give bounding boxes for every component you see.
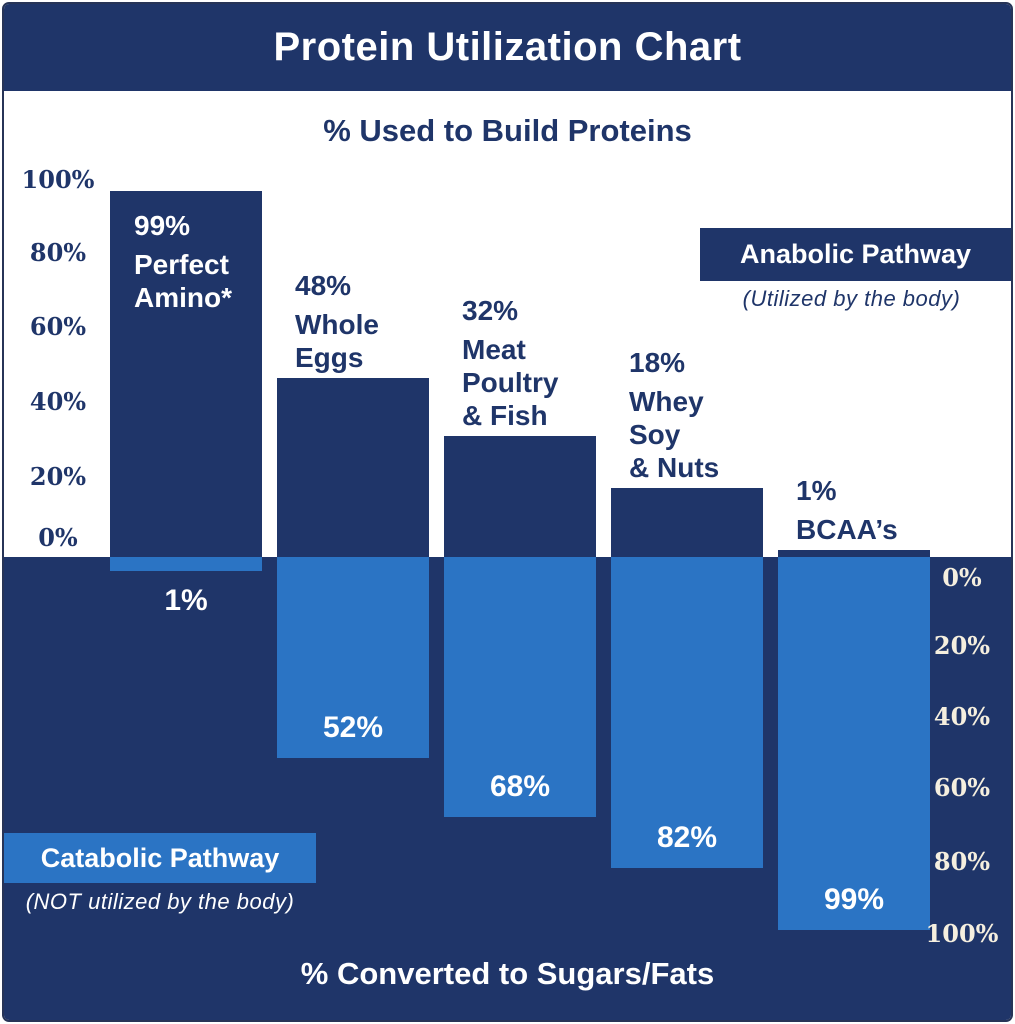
anabolic-legend-label: Anabolic Pathway bbox=[739, 239, 972, 269]
category-label: 99% Perfect Amino* bbox=[134, 209, 232, 314]
left-axis-tick: 60% bbox=[29, 312, 87, 341]
anabolic-value-label: 32% bbox=[462, 295, 519, 326]
right-axis-tick: 100% bbox=[925, 919, 999, 948]
anabolic-value-label: 99% bbox=[134, 210, 191, 241]
catabolic-bar bbox=[778, 557, 930, 930]
catabolic-legend-box: Catabolic Pathway bbox=[4, 833, 316, 883]
chart-header: Protein Utilization Chart bbox=[4, 4, 1011, 91]
category-name-line: Meat bbox=[462, 334, 526, 365]
anabolic-value-label: 18% bbox=[629, 347, 686, 378]
category-name-line: & Nuts bbox=[629, 452, 720, 483]
category-label: 18% Whey Soy & Nuts bbox=[629, 346, 719, 484]
right-axis-tick: 20% bbox=[933, 631, 991, 660]
page-title: Protein Utilization Chart bbox=[273, 25, 742, 69]
anabolic-legend-box: Anabolic Pathway bbox=[700, 228, 1011, 281]
category-name-line: Perfect bbox=[134, 249, 229, 280]
right-axis-tick: 0% bbox=[942, 563, 982, 592]
category-name-line: Whey bbox=[629, 386, 704, 417]
anabolic-section: % Used to Build Proteins 100% 80% 60% 40% 20… bbox=[4, 91, 1011, 557]
anabolic-bar bbox=[611, 488, 763, 557]
catabolic-value-label: 99% bbox=[823, 883, 885, 916]
catabolic-section: 1% 52% 68% 82% 99% 0% 20% 40% 60% 80% 100% Catabo… bbox=[4, 557, 1011, 1020]
category-name-line: Whole bbox=[295, 309, 379, 340]
right-axis-tick: 40% bbox=[933, 702, 991, 731]
anabolic-bar bbox=[110, 191, 262, 557]
category-name-line: Amino* bbox=[134, 282, 232, 313]
anabolic-legend-note: (Utilized by the body) bbox=[742, 286, 961, 311]
left-axis-tick: 100% bbox=[21, 165, 95, 194]
category-name-line: BCAA’s bbox=[796, 514, 898, 545]
left-axis-tick: 40% bbox=[29, 387, 87, 416]
category-name-line: & Fish bbox=[462, 400, 548, 431]
anabolic-bar bbox=[778, 550, 930, 557]
left-axis-tick: 20% bbox=[29, 462, 87, 491]
bottom-axis-title: % Converted to Sugars/Fats bbox=[300, 956, 715, 991]
catabolic-value-label: 82% bbox=[656, 821, 718, 854]
left-axis-tick: 0% bbox=[38, 523, 78, 552]
catabolic-bar bbox=[611, 557, 763, 868]
left-axis-tick: 80% bbox=[29, 238, 87, 267]
catabolic-value-label: 52% bbox=[322, 711, 384, 744]
top-axis-title: % Used to Build Proteins bbox=[323, 113, 692, 148]
category-name-line: Eggs bbox=[295, 342, 364, 373]
category-name-line: Soy bbox=[629, 419, 681, 450]
category-label: 1% BCAA’s bbox=[796, 474, 898, 546]
catabolic-bar bbox=[444, 557, 596, 817]
anabolic-value-label: 48% bbox=[295, 270, 352, 301]
catabolic-bar bbox=[110, 557, 262, 571]
catabolic-value-label: 68% bbox=[489, 770, 551, 803]
catabolic-bar bbox=[277, 557, 429, 758]
right-axis-tick: 60% bbox=[933, 773, 991, 802]
right-axis-tick: 80% bbox=[933, 847, 991, 876]
category-label: 32% Meat Poultry & Fish bbox=[462, 294, 558, 432]
catabolic-legend-note: (NOT utilized by the body) bbox=[25, 889, 295, 914]
catabolic-legend-label: Catabolic Pathway bbox=[40, 842, 280, 873]
category-name-line: Poultry bbox=[462, 367, 559, 398]
anabolic-bar bbox=[277, 378, 429, 557]
anabolic-bar bbox=[444, 436, 596, 557]
category-label: 48% Whole Eggs bbox=[295, 269, 379, 374]
anabolic-value-label: 1% bbox=[796, 475, 837, 506]
catabolic-value-label: 1% bbox=[164, 584, 208, 617]
